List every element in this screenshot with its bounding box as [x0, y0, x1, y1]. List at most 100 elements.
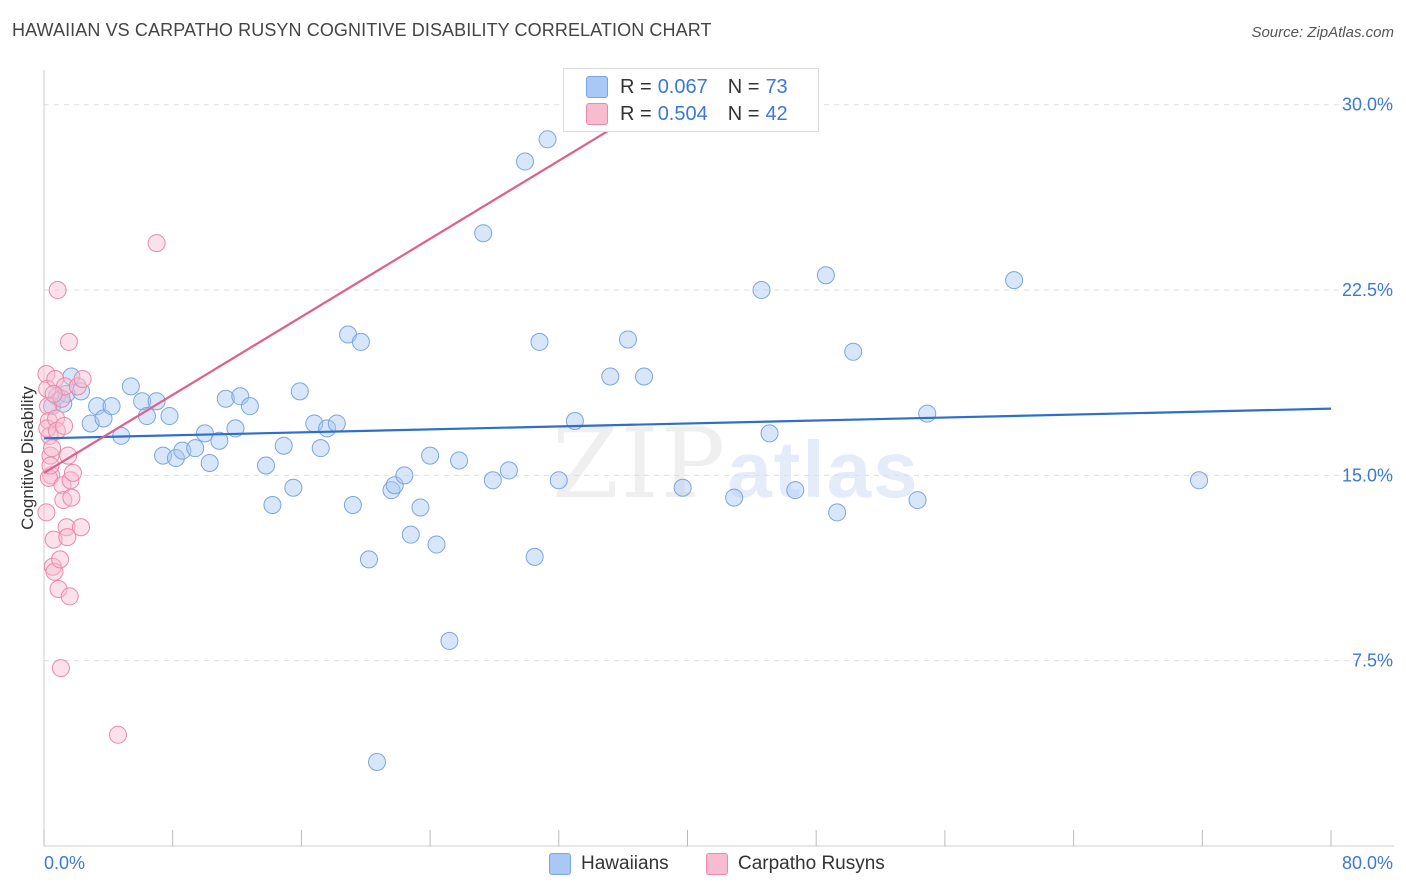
hawaiian-point	[483, 471, 502, 490]
hawaiians-points	[43, 130, 1209, 771]
hawaiian-point	[450, 451, 469, 470]
hawaiian-point	[186, 439, 205, 458]
hawaiian-point	[635, 367, 654, 386]
legend-swatch-carpatho-rusyns	[586, 103, 608, 125]
carpatho-rusyns-trend-line	[43, 101, 656, 474]
watermark: ZIPatlas	[552, 408, 920, 520]
tick-labels: 7.5% 15.0% 22.5% 30.0% 0.0% 80.0%	[44, 95, 1393, 873]
hawaiian-point	[725, 488, 744, 507]
carpatho-rusyn-point	[37, 503, 56, 522]
carpatho-rusyn-point	[51, 550, 70, 569]
hawaiian-point	[290, 382, 309, 401]
hawaiian-point	[160, 407, 179, 426]
hawaiian-point	[828, 503, 847, 522]
hawaiian-point	[166, 449, 185, 468]
hawaiian-point	[351, 332, 370, 351]
hawaiian-point	[231, 387, 250, 406]
carpatho-rusyn-point	[73, 369, 92, 388]
hawaiian-point	[421, 446, 440, 465]
hawaiian-point	[918, 404, 937, 423]
x-tick-label-max: 80.0%	[1342, 853, 1393, 873]
x-tick-label-min: 0.0%	[44, 853, 85, 873]
carpatho-rusyn-point	[72, 518, 91, 537]
carpatho-rusyn-point	[41, 446, 60, 465]
hawaiian-point	[102, 397, 121, 416]
carpatho-rusyn-point	[48, 281, 67, 300]
hawaiian-point	[210, 431, 229, 450]
hawaiian-point	[474, 224, 493, 243]
hawaiian-point	[368, 752, 387, 771]
bottom-legend-swatch-hawaiians	[549, 853, 571, 875]
carpatho-rusyn-point	[43, 439, 62, 458]
carpatho-rusyn-point	[44, 384, 63, 403]
source-label: Source: ZipAtlas.com	[1251, 24, 1394, 41]
carpatho-rusyn-point	[37, 365, 56, 384]
hawaiian-point	[1190, 471, 1209, 490]
bottom-legend-label-hawaiians: Hawaiians	[581, 853, 669, 874]
hawaiian-point	[401, 525, 420, 544]
hawaiian-point	[516, 152, 535, 171]
hawaiian-point	[121, 377, 140, 396]
hawaiian-point	[530, 332, 549, 351]
bottom-legend-label-carpatho-rusyns: Carpatho Rusyns	[738, 853, 885, 874]
hawaiian-point	[673, 478, 692, 497]
hawaiian-point	[538, 130, 557, 149]
hawaiian-point	[226, 419, 245, 438]
hawaiian-point	[311, 439, 330, 458]
hawaiian-point	[760, 424, 779, 443]
grid	[44, 104, 1394, 662]
hawaiian-point	[257, 456, 276, 475]
hawaiians-trend-line	[43, 407, 1332, 440]
hawaiian-point	[1005, 271, 1024, 290]
hawaiian-point	[786, 481, 805, 500]
legend-r-value: 0.067	[657, 75, 708, 98]
hawaiian-point	[499, 461, 518, 480]
legend-row-carpatho-rusyns: R = 0.504 N = 42	[586, 101, 788, 127]
hawaiian-point	[382, 481, 401, 500]
hawaiian-point	[62, 367, 81, 386]
hawaiian-point	[359, 550, 378, 569]
carpatho-rusyn-point	[60, 587, 79, 606]
carpatho-rusyn-point	[59, 332, 78, 351]
hawaiian-point	[395, 466, 414, 485]
chart-title: HAWAIIAN VS CARPATHO RUSYN COGNITIVE DIS…	[12, 20, 712, 40]
carpatho-rusyn-point	[41, 456, 60, 475]
hawaiian-point	[427, 535, 446, 554]
hawaiian-point	[618, 330, 637, 349]
legend-n-label: N =	[727, 102, 760, 125]
legend-r-label: R =	[620, 75, 652, 98]
hawaiian-point	[343, 496, 362, 515]
axes	[43, 70, 1394, 847]
hawaiian-point	[440, 631, 459, 650]
carpatho-rusyn-point	[46, 369, 65, 388]
legend-n-value: 42	[765, 102, 788, 125]
carpatho-rusyn-point	[44, 530, 63, 549]
hawaiian-point	[411, 498, 430, 517]
carpatho-rusyn-point	[51, 659, 70, 678]
y-tick-label: 22.5%	[1342, 280, 1393, 300]
hawaiian-point	[816, 266, 835, 285]
carpatho-rusyn-point	[58, 528, 77, 547]
hawaiian-point	[240, 397, 259, 416]
carpatho-rusyn-point	[109, 725, 128, 744]
hawaiian-point	[263, 496, 282, 515]
hawaiian-point	[549, 471, 568, 490]
carpatho-rusyn-point	[57, 518, 76, 537]
hawaiian-point	[274, 436, 293, 455]
y-tick-label: 7.5%	[1352, 651, 1393, 671]
legend-row-hawaiians: R = 0.067 N = 73	[586, 74, 788, 100]
correlation-legend: R = 0.067 N = 73 R = 0.504 N = 42	[563, 68, 819, 132]
hawaiian-point	[327, 414, 346, 433]
y-axis-label: Cognitive Disability	[18, 386, 37, 530]
trend-lines	[43, 101, 1332, 474]
legend-n-label: N =	[727, 75, 760, 98]
bottom-legend-hawaiians: Hawaiians	[549, 851, 669, 877]
legend-swatch-hawaiians	[586, 76, 608, 98]
carpatho-rusyn-point	[55, 377, 74, 396]
carpatho-rusyn-point	[62, 488, 81, 507]
hawaiian-point	[284, 478, 303, 497]
y-tick-label: 15.0%	[1342, 465, 1393, 485]
carpatho-rusyn-point	[147, 234, 166, 253]
carpatho-rusyn-point	[63, 463, 82, 482]
